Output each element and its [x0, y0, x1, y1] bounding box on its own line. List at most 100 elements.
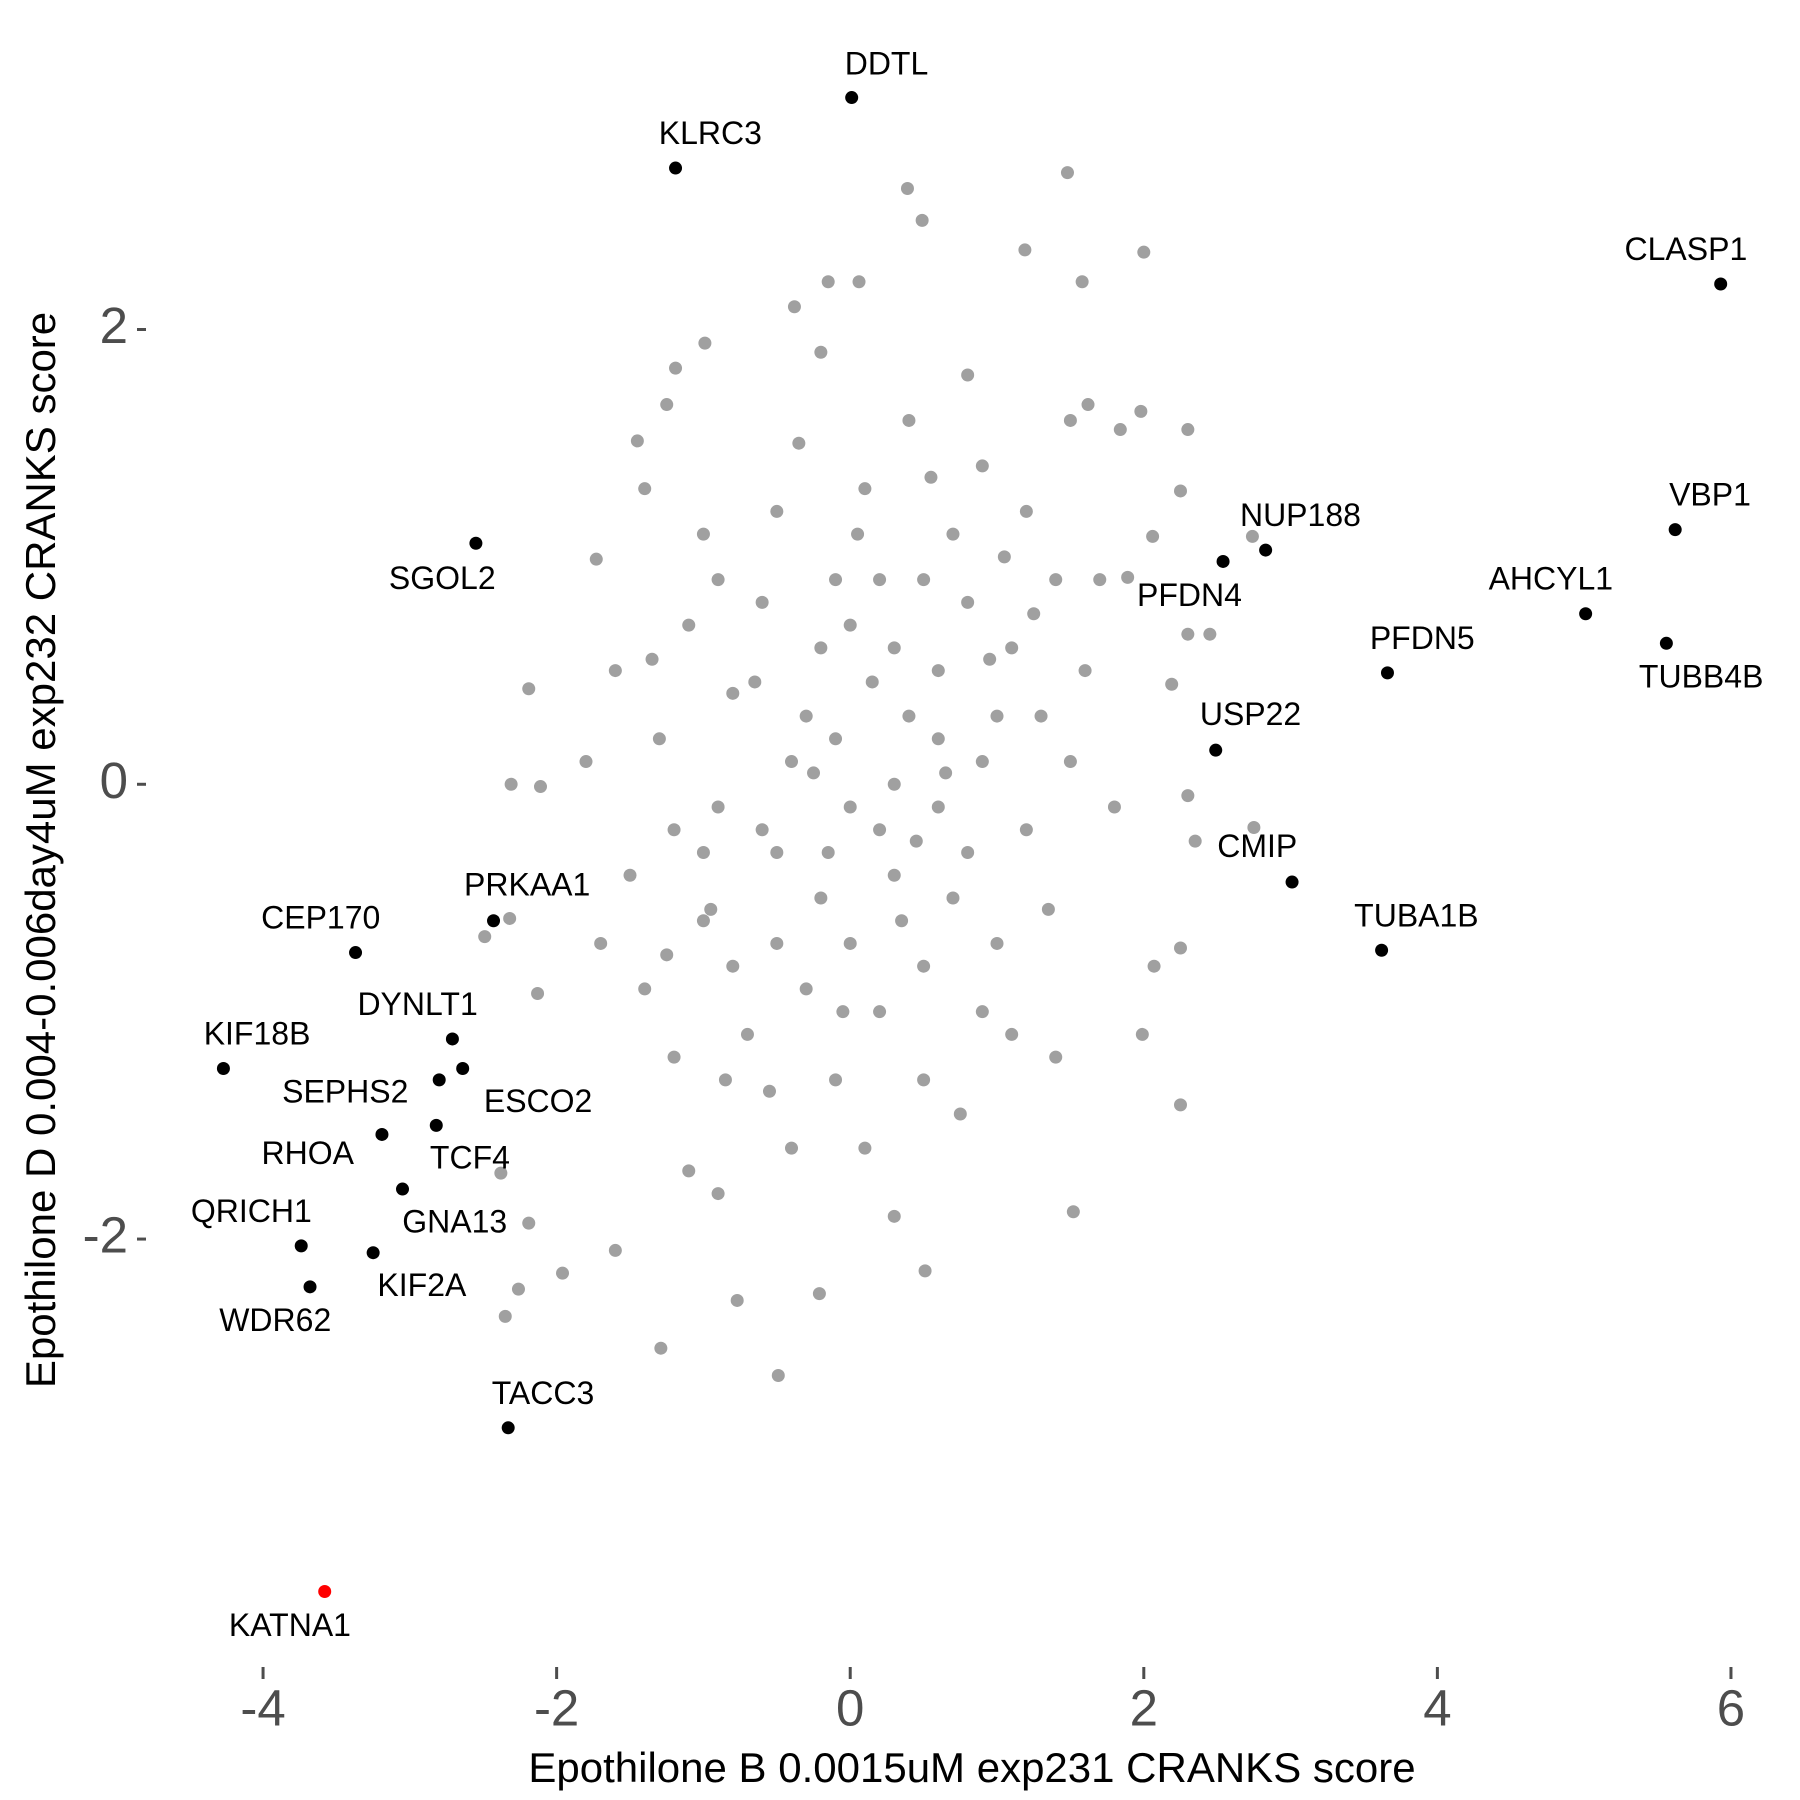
point	[366, 1246, 380, 1260]
point	[1093, 573, 1107, 587]
point	[623, 868, 637, 882]
point	[792, 436, 806, 450]
point	[1041, 902, 1055, 916]
point	[504, 777, 518, 791]
point	[1146, 529, 1160, 543]
point	[946, 527, 960, 541]
point-label: AHCYL1	[1489, 561, 1614, 597]
point	[843, 936, 857, 950]
point	[873, 573, 887, 587]
point	[682, 1164, 696, 1178]
point	[755, 595, 769, 609]
x-axis-title: Epothilone B 0.0015uM exp231 CRANKS scor…	[528, 1744, 1415, 1791]
x-tick-label: -4	[240, 1679, 285, 1736]
point	[807, 766, 821, 780]
point	[1245, 529, 1259, 543]
point	[924, 470, 938, 484]
point	[698, 336, 712, 350]
point	[873, 823, 887, 837]
point	[630, 434, 644, 448]
point	[762, 1084, 776, 1098]
point	[858, 482, 872, 496]
point	[667, 823, 681, 837]
point	[909, 834, 923, 848]
y-tick-label: -2	[83, 1207, 128, 1264]
point	[997, 550, 1011, 564]
point	[1259, 543, 1273, 557]
x-tick-label: 2	[1130, 1679, 1158, 1736]
point	[1668, 523, 1682, 537]
point	[1147, 959, 1161, 973]
point-label: KLRC3	[659, 115, 762, 151]
point	[865, 675, 879, 689]
point	[829, 573, 843, 587]
point	[1066, 1205, 1080, 1219]
point	[873, 1005, 887, 1019]
point	[1181, 627, 1195, 641]
point	[1247, 820, 1261, 834]
point	[975, 459, 989, 473]
point	[1075, 275, 1089, 289]
point	[785, 755, 799, 769]
y-tick-label: 0	[100, 752, 128, 809]
point	[589, 552, 603, 566]
point	[667, 1050, 681, 1064]
point-label: TCF4	[430, 1140, 510, 1176]
x-tick-label: 4	[1423, 1679, 1451, 1736]
point	[843, 800, 857, 814]
point	[1173, 1098, 1187, 1112]
point	[740, 1027, 754, 1041]
point	[669, 361, 683, 375]
point	[814, 641, 828, 655]
point	[1714, 277, 1728, 291]
point	[318, 1585, 332, 1599]
point	[1113, 423, 1127, 437]
point	[887, 1209, 901, 1223]
point	[696, 527, 710, 541]
point-label: SGOL2	[389, 560, 496, 596]
point	[771, 1369, 785, 1382]
point	[961, 846, 975, 859]
point	[755, 823, 769, 837]
point	[711, 800, 725, 814]
point	[1181, 423, 1195, 437]
point	[522, 682, 536, 696]
point	[682, 618, 696, 632]
point	[718, 1073, 732, 1087]
point	[983, 652, 997, 666]
point	[917, 573, 931, 587]
point	[931, 664, 945, 678]
point	[349, 946, 363, 960]
point	[770, 504, 784, 518]
point	[696, 914, 710, 928]
point	[887, 777, 901, 791]
point	[638, 482, 652, 496]
point	[469, 536, 483, 550]
point	[851, 527, 865, 541]
point	[852, 275, 866, 289]
point	[939, 766, 953, 780]
point	[445, 1032, 459, 1046]
point	[946, 891, 960, 905]
point-label: DYNLT1	[357, 986, 477, 1022]
point-label: NUP188	[1240, 497, 1361, 533]
point	[645, 652, 659, 666]
point	[1078, 664, 1092, 678]
point	[660, 948, 674, 962]
point	[511, 1282, 525, 1296]
point-label: KIF18B	[204, 1015, 311, 1051]
point	[990, 936, 1004, 950]
point	[1216, 554, 1230, 568]
point	[1209, 743, 1223, 757]
point	[915, 213, 929, 227]
point-label: CMIP	[1217, 828, 1297, 864]
point-label: ESCO2	[484, 1083, 592, 1119]
point-label: TUBA1B	[1354, 897, 1478, 933]
point	[432, 1073, 446, 1087]
point-label: SEPHS2	[282, 1073, 408, 1109]
point	[748, 675, 762, 689]
point	[887, 641, 901, 655]
point	[829, 732, 843, 746]
point	[1005, 641, 1019, 655]
point	[902, 413, 916, 427]
